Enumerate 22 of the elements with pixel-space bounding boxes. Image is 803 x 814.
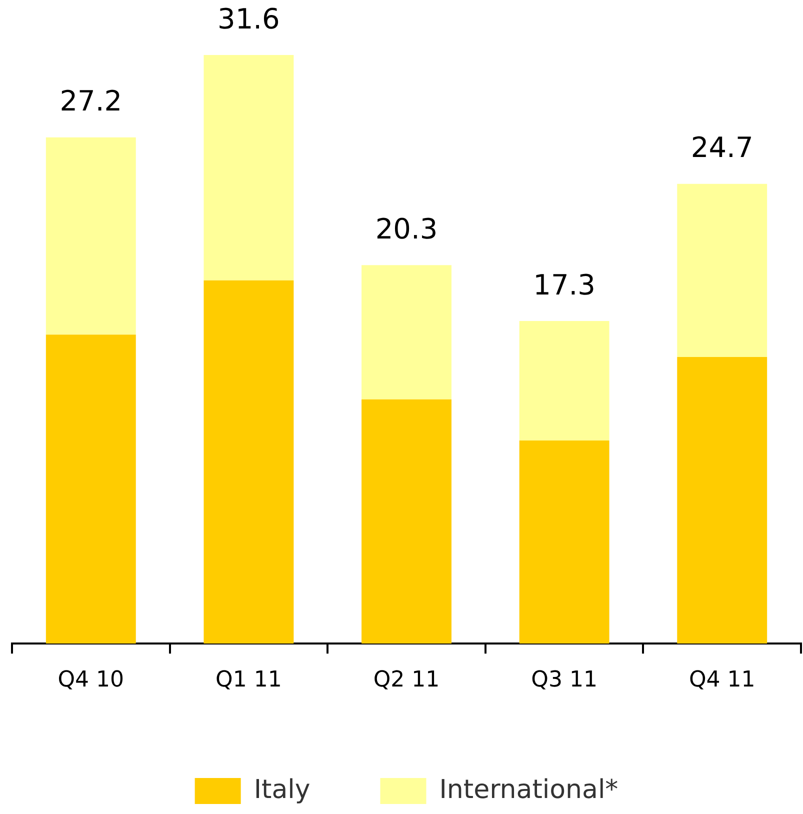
annotation: 24.7 [690, 131, 754, 164]
bar [204, 280, 294, 644]
bar [46, 334, 136, 644]
annotation: 27.2 [60, 84, 122, 118]
legend-label: Italy [254, 774, 310, 805]
bar [204, 55, 294, 280]
x-tick-label: Q1 11 [216, 668, 282, 693]
x-tick-label: Q4 11 [688, 668, 756, 693]
bar [677, 184, 768, 357]
annotation: 20.3 [375, 212, 438, 246]
annotation: 31.6 [218, 2, 280, 36]
annotation: 17.3 [533, 268, 596, 302]
x-tick-label: Q2 11 [373, 668, 440, 693]
x-tick-label: Q3 11 [531, 668, 598, 693]
bar [46, 137, 136, 335]
legend-label: International* [439, 774, 618, 805]
bar [362, 265, 452, 400]
bar [677, 356, 768, 644]
bar [519, 321, 610, 441]
x-tick-label: Q4 10 [58, 668, 124, 693]
bar [519, 440, 610, 644]
bar [362, 399, 452, 644]
